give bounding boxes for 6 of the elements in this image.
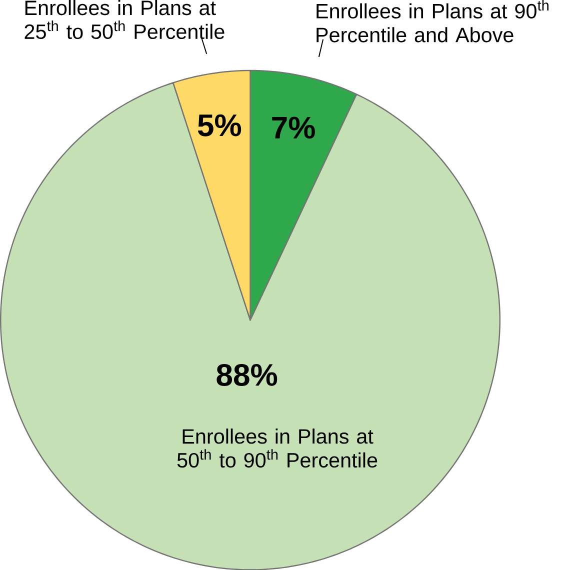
slice-label: Enrollees in Plans at 50$^{th}$ to 90$^{th}$ Percentile (177, 428, 378, 468)
data-label: 5% (198, 114, 242, 136)
slice-label: Enrollees in Plans at 25$^{th}$ to 50$^{th}$ Percentile (24, 0, 224, 39)
data-label: 88% (216, 364, 278, 386)
data-label: 7% (272, 116, 315, 138)
category-label: Enrollees in Plans at 90$^{th}$ Percentile and Above (316, 0, 548, 42)
